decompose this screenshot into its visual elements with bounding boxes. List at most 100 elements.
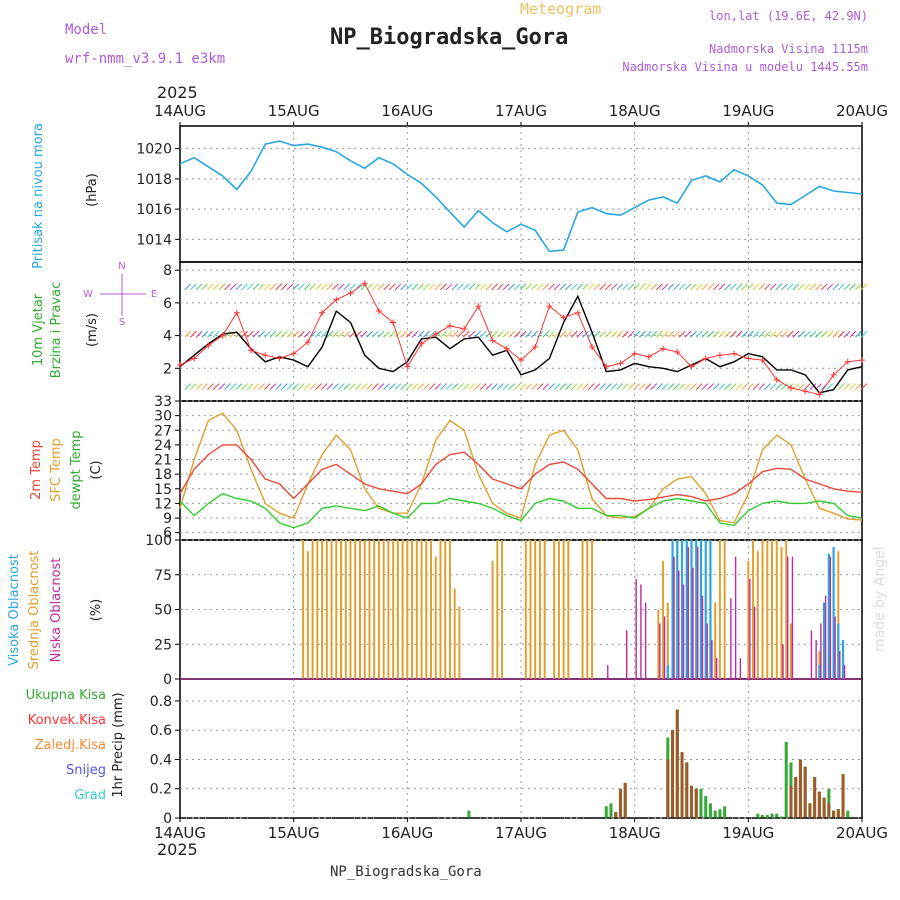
cloud-bar-0 — [387, 540, 390, 679]
cloud-bar-1 — [680, 540, 684, 679]
cloud-bar-2 — [697, 546, 699, 679]
wind-barb — [224, 283, 231, 291]
wind-barb — [860, 283, 868, 291]
wind-barb — [468, 283, 476, 291]
wind-barb — [440, 330, 447, 338]
cloud-bar-2 — [734, 556, 737, 679]
wind-barb — [724, 283, 732, 291]
wind-model-marker — [759, 357, 766, 364]
cloud-bar-2 — [787, 556, 789, 679]
wind-model-marker — [432, 330, 439, 337]
wind-barb — [695, 383, 703, 390]
precip-conv-bar — [671, 730, 675, 818]
cloud-bar-1 — [823, 602, 826, 679]
precip-conv-bar — [794, 777, 798, 818]
wind-barb — [400, 383, 408, 390]
wind-barb — [604, 383, 612, 390]
wind-barb — [820, 330, 828, 338]
wind-barb — [258, 283, 265, 291]
wind-model-marker — [731, 350, 738, 357]
wind-barb — [201, 330, 209, 338]
wind-barb — [781, 330, 788, 338]
wind-barb — [548, 283, 555, 291]
wind-barb — [678, 383, 686, 390]
wind-barb — [786, 383, 794, 390]
wind-barb — [326, 330, 334, 338]
wind-barb — [298, 383, 305, 390]
wind-model-marker — [589, 344, 596, 351]
wind-barb — [775, 330, 783, 338]
cloud-bar-0 — [562, 540, 565, 679]
wind-barb — [781, 383, 788, 390]
wind-barb — [292, 330, 300, 338]
wind-barb — [485, 283, 493, 291]
cloud-bar-1 — [685, 540, 688, 679]
cloud-bar-1 — [699, 540, 703, 679]
precip-total-bar — [779, 816, 783, 818]
wind-barb — [769, 283, 777, 291]
wind-barb — [644, 330, 652, 338]
wind-barb — [298, 330, 305, 338]
wind-model-marker — [631, 350, 638, 357]
model-elevation-label: Nadmorska Visina u modelu 1445.55m — [622, 60, 868, 74]
wind-barb — [388, 283, 396, 291]
precip-total-bar — [723, 806, 727, 818]
wind-barb — [263, 330, 271, 338]
cloud-bar-0 — [586, 540, 589, 679]
cloud-bar-0 — [775, 540, 778, 679]
wind-model-marker — [802, 388, 809, 395]
cloud-bar-0 — [543, 540, 546, 679]
wind-barb — [729, 383, 737, 390]
wind-barb — [184, 330, 192, 338]
wind-barb — [315, 283, 322, 291]
wind-model-marker — [674, 348, 681, 355]
wind-barb — [423, 383, 430, 390]
precip-total-bar — [708, 803, 712, 818]
cloud-bar-1 — [832, 546, 835, 679]
wind-barb — [667, 330, 675, 338]
wind-barb — [366, 383, 373, 390]
cloud-bar-0 — [714, 602, 717, 679]
wind-barb — [764, 283, 771, 291]
wind-model-marker — [262, 352, 269, 359]
wind-model-marker — [702, 355, 709, 362]
wind-barb — [826, 283, 834, 291]
top-date-label: 16AUG — [381, 102, 433, 120]
wind-barb — [508, 383, 516, 390]
wind-barb — [349, 283, 356, 291]
wind-barb — [673, 383, 680, 390]
wind-barb — [633, 383, 641, 390]
wind-barb — [428, 283, 436, 291]
wind-model-marker — [830, 371, 837, 378]
precip-total-bar — [467, 810, 471, 818]
cloud-bar-0 — [752, 540, 755, 679]
top-date-label: 14AUG — [154, 102, 206, 120]
wind-barb — [701, 283, 709, 291]
wind-barb — [229, 383, 237, 390]
wind-barb — [610, 383, 618, 390]
wind-barb — [712, 283, 720, 291]
precip-total-bar — [761, 815, 765, 818]
wind-model-marker — [489, 337, 496, 344]
wind-model-marker — [418, 340, 425, 347]
wind-barb — [809, 383, 817, 390]
wind-barb — [781, 283, 788, 291]
wind-barb — [741, 383, 749, 390]
model-label: Model — [65, 22, 107, 38]
wind-barb — [309, 383, 317, 390]
cloud-bar-0 — [401, 540, 404, 679]
wind-barb — [309, 283, 317, 291]
wind-barb — [707, 330, 714, 338]
wind-barb — [786, 283, 794, 291]
cloud-bar-0 — [761, 540, 764, 679]
wind-barb — [394, 283, 402, 291]
cloud-bar-0 — [591, 540, 594, 679]
elevation-label: Nadmorska Visina 1115m — [709, 42, 868, 56]
wind-barb — [809, 330, 817, 338]
wind-barb — [406, 383, 413, 390]
wind-barb — [843, 383, 851, 390]
y-tick-label: 1020 — [136, 142, 172, 158]
wind-barb — [292, 283, 300, 291]
wind-barb — [388, 330, 396, 338]
precip-conv-bar — [618, 788, 622, 818]
